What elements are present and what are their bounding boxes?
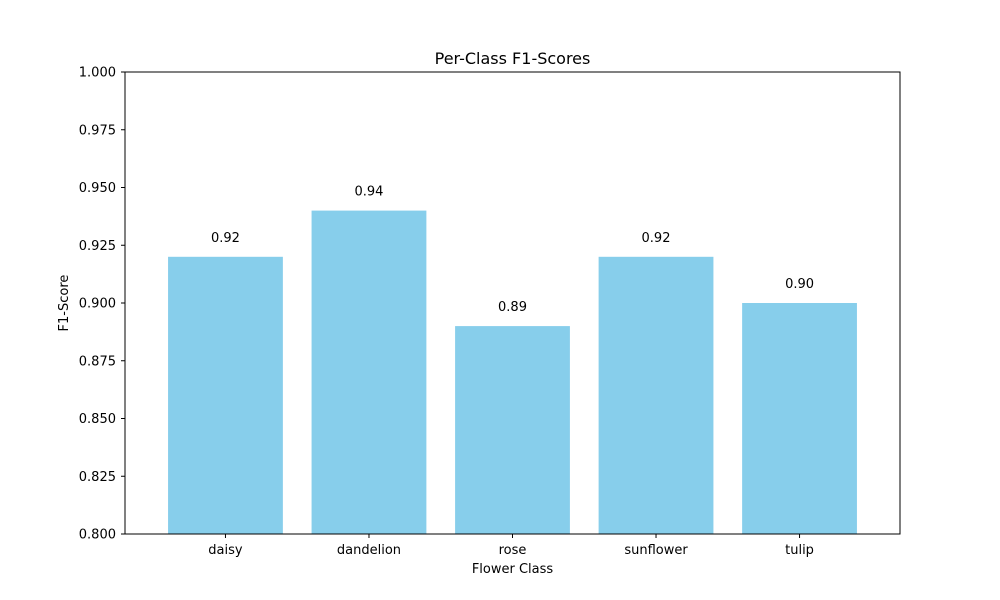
y-axis: 0.800 0.825 0.850 0.875 0.900 0.925 0.950 0.975… <box>79 66 125 543</box>
bar-value-label: 0.94 <box>355 185 384 200</box>
y-tick-label: 0.975 <box>79 123 116 138</box>
y-tick-label: 0.875 <box>79 354 116 369</box>
bar-rose <box>455 326 570 534</box>
x-axis: daisy dandelion rose sunflower tulip <box>208 534 814 558</box>
bar-value-label: 0.92 <box>642 231 671 246</box>
bars-layer <box>168 210 857 534</box>
chart-title: Per-Class F1-Scores <box>435 49 591 68</box>
x-tick-label: daisy <box>208 543 243 558</box>
bar-value-label: 0.90 <box>785 277 814 292</box>
y-axis-label: F1-Score <box>57 275 72 332</box>
x-tick-label: sunflower <box>624 543 688 558</box>
y-tick-label: 0.800 <box>79 528 116 543</box>
bar-value-labels: 0.92 0.94 0.89 0.92 0.90 <box>211 185 814 316</box>
y-tick-label: 0.950 <box>79 181 116 196</box>
y-tick-label: 0.825 <box>79 470 116 485</box>
y-tick-label: 0.850 <box>79 412 116 427</box>
bar-dandelion <box>311 210 427 534</box>
bar-daisy <box>168 256 283 534</box>
y-tick-label: 0.900 <box>79 297 116 312</box>
x-tick-label: rose <box>499 543 527 558</box>
bar-value-label: 0.89 <box>498 300 527 315</box>
y-tick-label: 1.000 <box>79 66 116 81</box>
bar-value-label: 0.92 <box>211 231 240 246</box>
x-tick-label: dandelion <box>337 543 401 558</box>
bar-tulip <box>742 303 857 534</box>
bar-sunflower <box>598 256 714 534</box>
x-axis-label: Flower Class <box>472 562 554 577</box>
x-tick-label: tulip <box>785 543 814 558</box>
y-tick-label: 0.925 <box>79 239 116 254</box>
